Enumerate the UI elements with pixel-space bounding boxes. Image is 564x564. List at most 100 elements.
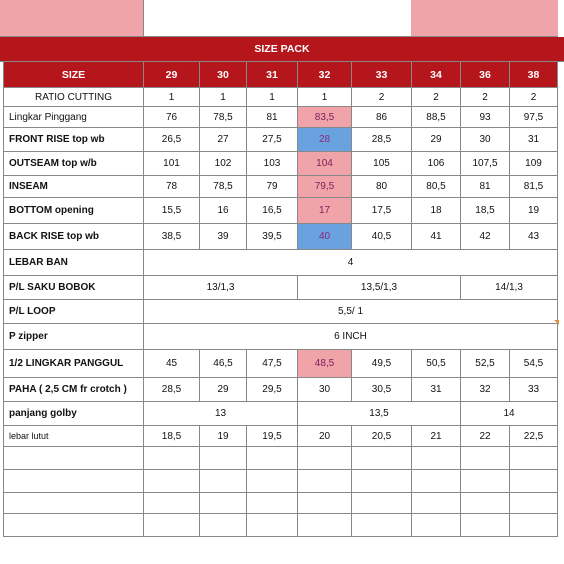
value-cell: 78,5 bbox=[200, 176, 247, 198]
merged-value-cell: 13/1,3 bbox=[144, 276, 298, 300]
empty-cell bbox=[412, 514, 461, 537]
value-cell: 43 bbox=[510, 224, 558, 250]
value-cell: 31 bbox=[412, 378, 461, 402]
row-label bbox=[3, 470, 144, 493]
value-cell: 93 bbox=[461, 107, 510, 128]
row-label: OUTSEAM top w/b bbox=[3, 152, 144, 176]
value-cell: 20,5 bbox=[352, 426, 412, 447]
value-cell: 79,5 bbox=[298, 176, 352, 198]
row-label: RATIO CUTTING bbox=[3, 88, 144, 107]
empty-cell bbox=[352, 470, 412, 493]
value-cell: 27,5 bbox=[247, 128, 298, 152]
value-cell: 97,5 bbox=[510, 107, 558, 128]
empty-cell bbox=[247, 493, 298, 514]
empty-cell bbox=[352, 447, 412, 470]
value-cell: 2 bbox=[510, 88, 558, 107]
value-cell: 48,5 bbox=[298, 350, 352, 378]
value-cell: 19 bbox=[200, 426, 247, 447]
size-column-header: 31 bbox=[247, 62, 298, 88]
empty-cell bbox=[412, 493, 461, 514]
row-label: lebar lutut bbox=[3, 426, 144, 447]
empty-cell bbox=[247, 447, 298, 470]
empty-cell bbox=[298, 514, 352, 537]
value-cell: 78 bbox=[144, 176, 200, 198]
empty-cell bbox=[510, 447, 558, 470]
empty-cell bbox=[200, 493, 247, 514]
size-column-header: 30 bbox=[200, 62, 247, 88]
size-header-label: SIZE bbox=[3, 62, 144, 88]
value-cell: 16,5 bbox=[247, 198, 298, 224]
row-label: BOTTOM opening bbox=[3, 198, 144, 224]
value-cell: 47,5 bbox=[247, 350, 298, 378]
value-cell: 109 bbox=[510, 152, 558, 176]
empty-cell bbox=[412, 447, 461, 470]
row-label bbox=[3, 514, 144, 537]
empty-cell bbox=[247, 514, 298, 537]
value-cell: 103 bbox=[247, 152, 298, 176]
value-cell: 17,5 bbox=[352, 198, 412, 224]
top-bar-middle bbox=[143, 0, 412, 37]
value-cell: 45 bbox=[144, 350, 200, 378]
row-label bbox=[3, 447, 144, 470]
row-label: LEBAR BAN bbox=[3, 250, 144, 276]
row-label: BACK RISE top wb bbox=[3, 224, 144, 250]
value-cell: 102 bbox=[200, 152, 247, 176]
value-cell: 22 bbox=[461, 426, 510, 447]
value-cell: 18,5 bbox=[461, 198, 510, 224]
empty-cell bbox=[461, 470, 510, 493]
empty-cell bbox=[510, 470, 558, 493]
empty-cell bbox=[144, 493, 200, 514]
row-label: Lingkar Pinggang bbox=[3, 107, 144, 128]
value-cell: 29 bbox=[412, 128, 461, 152]
merged-value-cell: 13,5/1,3 bbox=[298, 276, 461, 300]
value-cell: 2 bbox=[352, 88, 412, 107]
value-cell: 1 bbox=[144, 88, 200, 107]
value-cell: 41 bbox=[412, 224, 461, 250]
empty-cell bbox=[144, 470, 200, 493]
value-cell: 52,5 bbox=[461, 350, 510, 378]
empty-cell bbox=[510, 493, 558, 514]
value-cell: 54,5 bbox=[510, 350, 558, 378]
value-cell: 83,5 bbox=[298, 107, 352, 128]
merged-value-cell: 13 bbox=[144, 402, 298, 426]
empty-cell bbox=[298, 447, 352, 470]
value-cell: 28,5 bbox=[352, 128, 412, 152]
value-cell: 28 bbox=[298, 128, 352, 152]
value-cell: 22,5 bbox=[510, 426, 558, 447]
value-cell: 27 bbox=[200, 128, 247, 152]
value-cell: 28,5 bbox=[144, 378, 200, 402]
empty-cell bbox=[352, 493, 412, 514]
empty-cell bbox=[200, 470, 247, 493]
value-cell: 18 bbox=[412, 198, 461, 224]
row-label bbox=[3, 493, 144, 514]
value-cell: 81 bbox=[461, 176, 510, 198]
size-column-header: 38 bbox=[510, 62, 558, 88]
value-cell: 78,5 bbox=[200, 107, 247, 128]
value-cell: 21 bbox=[412, 426, 461, 447]
empty-cell bbox=[461, 447, 510, 470]
top-bar-right bbox=[411, 0, 558, 37]
empty-cell bbox=[461, 493, 510, 514]
value-cell: 79 bbox=[247, 176, 298, 198]
row-label: P/L LOOP bbox=[3, 300, 144, 324]
value-cell: 1 bbox=[247, 88, 298, 107]
top-bar-left bbox=[0, 0, 143, 37]
value-cell: 15,5 bbox=[144, 198, 200, 224]
merged-value-cell: 6 INCH bbox=[144, 324, 558, 350]
empty-cell bbox=[298, 493, 352, 514]
row-label: INSEAM bbox=[3, 176, 144, 198]
value-cell: 80 bbox=[352, 176, 412, 198]
row-label: FRONT RISE top wb bbox=[3, 128, 144, 152]
row-label: P zipper bbox=[3, 324, 144, 350]
value-cell: 104 bbox=[298, 152, 352, 176]
value-cell: 26,5 bbox=[144, 128, 200, 152]
merged-value-cell: 14 bbox=[461, 402, 558, 426]
value-cell: 31 bbox=[510, 128, 558, 152]
empty-cell bbox=[298, 470, 352, 493]
merged-value-cell: 5,5/ 1 bbox=[144, 300, 558, 324]
value-cell: 88,5 bbox=[412, 107, 461, 128]
empty-cell bbox=[200, 447, 247, 470]
value-cell: 38,5 bbox=[144, 224, 200, 250]
value-cell: 33 bbox=[510, 378, 558, 402]
row-label: P/L SAKU BOBOK bbox=[3, 276, 144, 300]
